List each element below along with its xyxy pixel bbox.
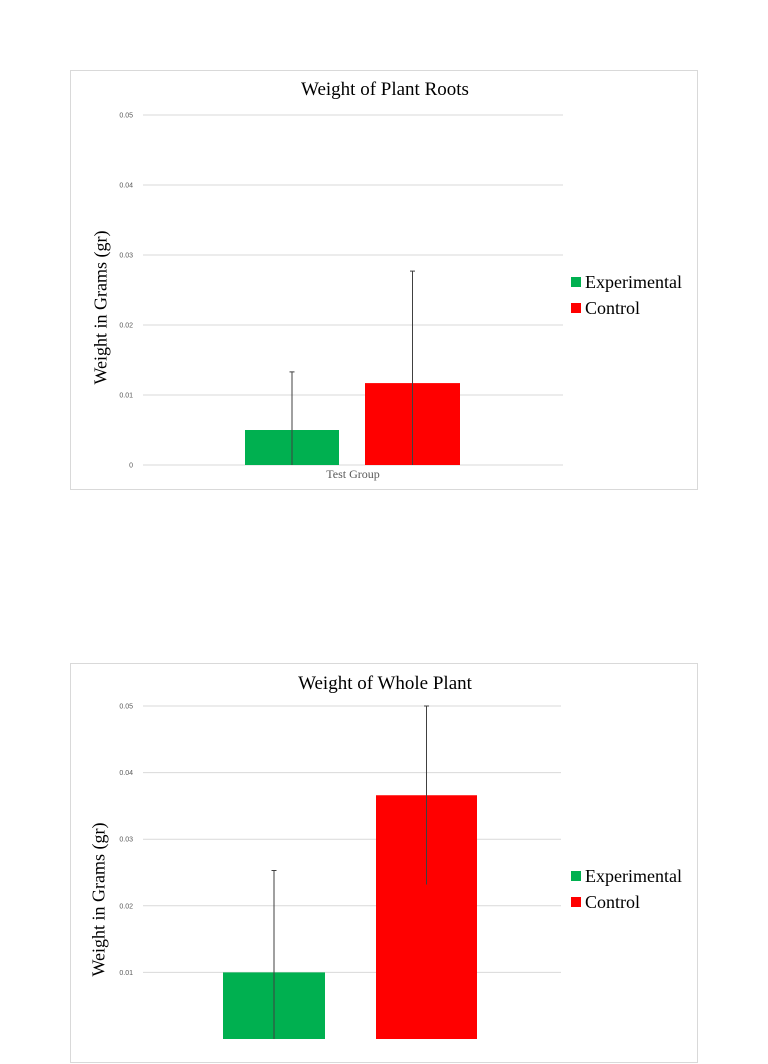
y-tick-label: 0.01 — [119, 970, 133, 977]
chart-title: Weight of Whole Plant — [298, 673, 472, 694]
chart-roots: Weight of Plant Roots Weight in Grams (g… — [70, 70, 698, 490]
legend: Experimental Control — [571, 863, 682, 915]
y-tick-label: 0.04 — [119, 183, 133, 190]
x-axis-label: Test Group — [326, 467, 379, 481]
legend-label-experimental: Experimental — [585, 271, 682, 292]
legend-label-control: Control — [585, 297, 641, 318]
y-tick-label: 0 — [129, 463, 133, 470]
y-tick-label: 0.04 — [119, 770, 133, 777]
plot-area: 0 0.01 0.02 0.03 0.04 0.05 Test Group — [119, 113, 563, 481]
legend-swatch-control — [571, 303, 581, 313]
legend-item-experimental: Experimental — [571, 269, 682, 295]
y-tick-label: 0.02 — [119, 323, 133, 330]
chart-title: Weight of Plant Roots — [301, 79, 469, 100]
chart-whole-plant: Weight of Whole Plant Weight in Grams (g… — [70, 663, 698, 1063]
legend-item-control: Control — [571, 889, 682, 915]
legend-label-control: Control — [585, 891, 641, 912]
y-tick-label: 0.02 — [119, 903, 133, 910]
legend: Experimental Control — [571, 269, 682, 321]
legend-swatch-experimental — [571, 277, 581, 287]
y-tick-label: 0.03 — [119, 837, 133, 844]
legend-swatch-control — [571, 897, 581, 907]
legend-item-experimental: Experimental — [571, 863, 682, 889]
y-tick-label: 0.05 — [119, 704, 133, 711]
y-tick-label: 0.03 — [119, 253, 133, 260]
y-tick-label: 0.05 — [119, 113, 133, 120]
legend-item-control: Control — [571, 295, 682, 321]
legend-label-experimental: Experimental — [585, 865, 682, 886]
legend-swatch-experimental — [571, 871, 581, 881]
y-tick-label: 0.01 — [119, 393, 133, 400]
